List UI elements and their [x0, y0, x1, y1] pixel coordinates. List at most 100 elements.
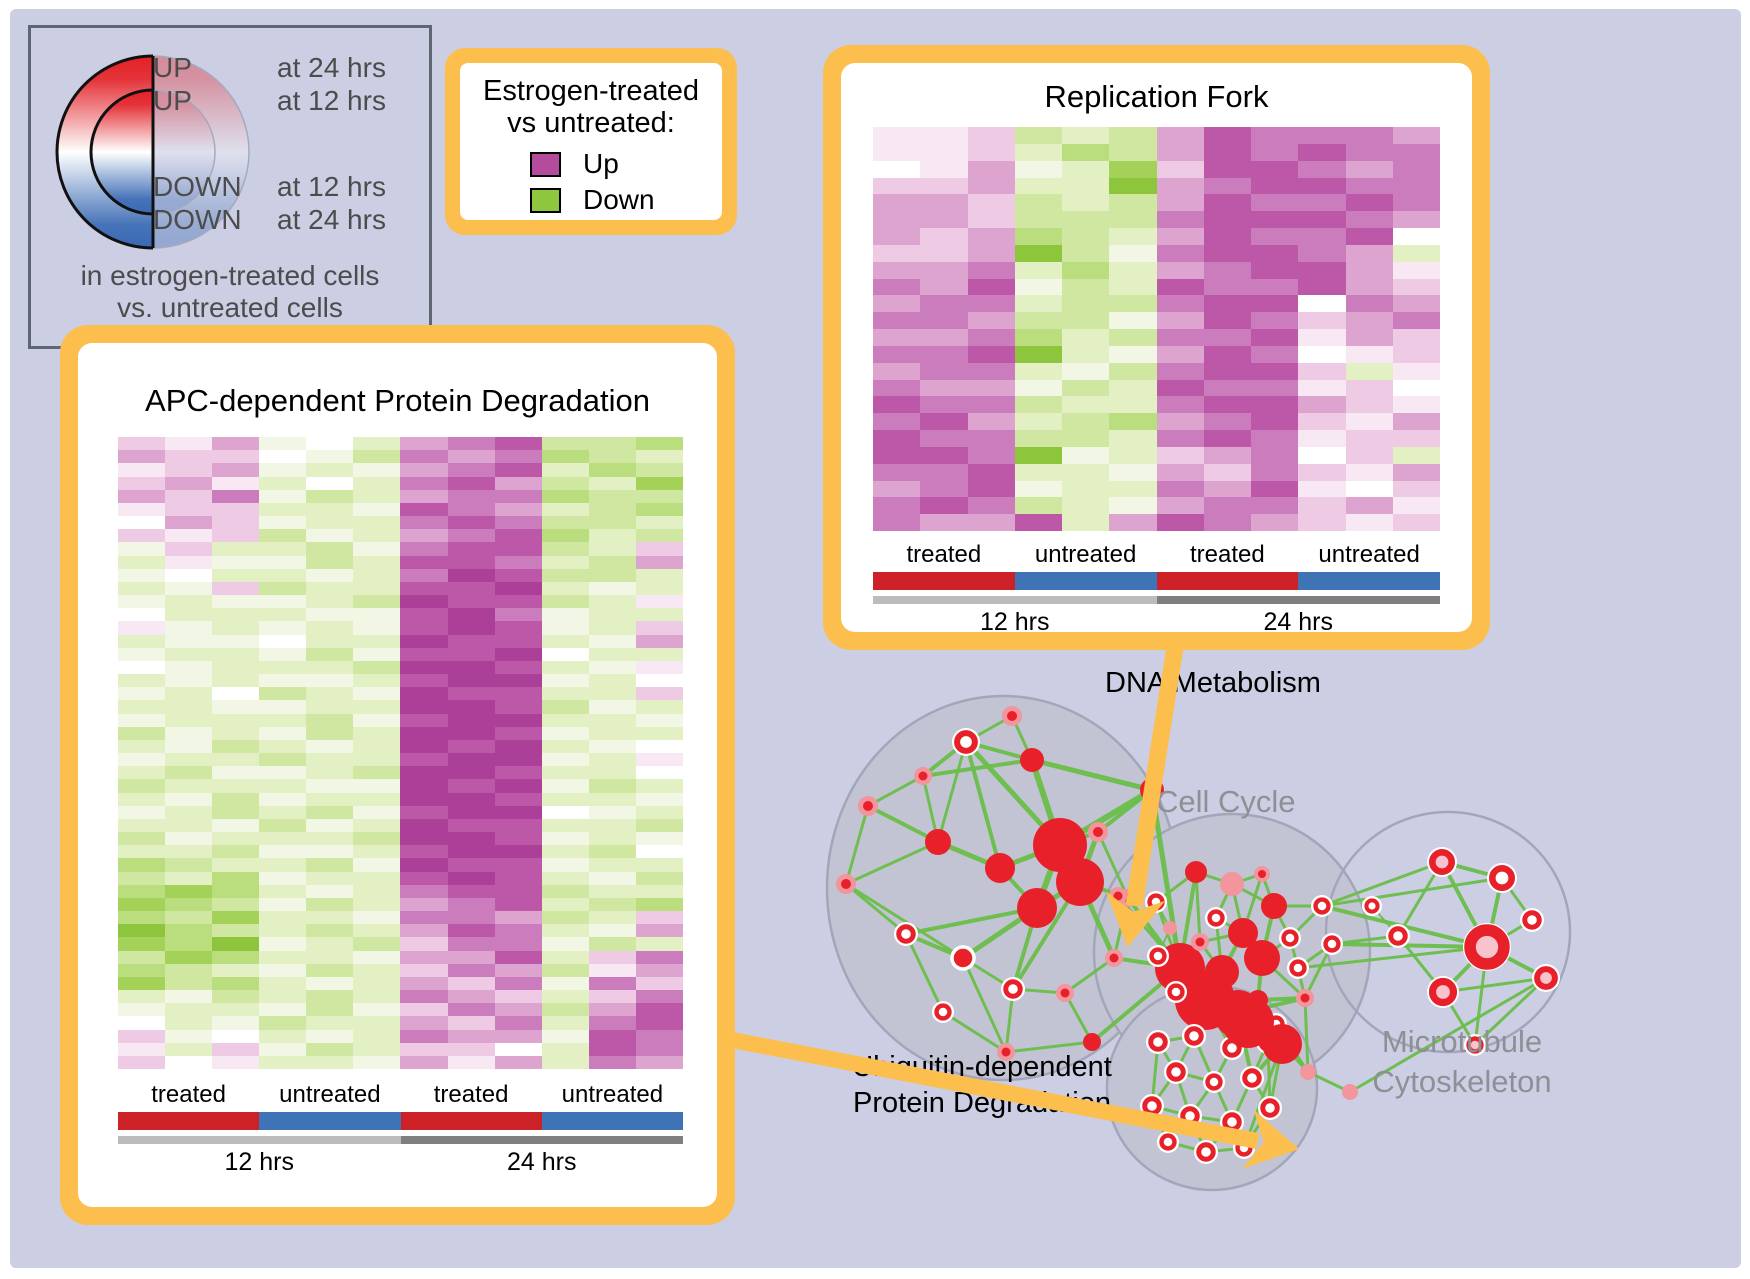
heatmap-cell: [306, 858, 354, 872]
heatmap-cell: [494, 739, 542, 753]
heatmap-cell: [541, 634, 589, 648]
heatmap-cell: [635, 753, 683, 767]
heatmap-cell: [1345, 480, 1393, 498]
heatmap-cell: [1345, 160, 1393, 178]
heatmap-cell: [1014, 446, 1062, 464]
time-label: 24 hrs: [507, 1148, 577, 1176]
heatmap-cell: [165, 924, 213, 938]
heatmap-cell: [1014, 143, 1062, 161]
network-edge: [1096, 830, 1130, 900]
heatmap-cell: [1156, 127, 1204, 144]
network-edge: [844, 882, 908, 936]
heatmap-cell: [306, 476, 354, 490]
heatmap-cell: [1251, 228, 1299, 245]
time-labels-row: 12 hrs 24 hrs: [873, 608, 1440, 637]
heatmap-cell: [967, 430, 1015, 447]
heatmap-cell: [1203, 211, 1251, 228]
heatmap-cell: [1109, 362, 1157, 380]
repfork-panel-inner: Replication Fork treated untreated treated…: [841, 63, 1472, 636]
heatmap-cell: [165, 660, 213, 674]
heatmap-cell: [353, 713, 401, 727]
heatmap-cell: [541, 858, 589, 872]
heatmap-cell: [118, 1042, 166, 1056]
heatmap-cell: [353, 950, 401, 964]
heatmap-cell: [259, 489, 307, 503]
heatmap-cell: [1156, 463, 1204, 481]
heatmap-cell: [1014, 228, 1062, 245]
heatmap-cell: [306, 634, 354, 648]
heatmap-cell: [400, 502, 448, 516]
heatmap-cell: [118, 595, 166, 609]
heatmap-cell: [165, 1055, 213, 1069]
network-node: [1428, 977, 1458, 1007]
heatmap-cell: [1392, 194, 1440, 212]
heatmap-cell: [1014, 514, 1062, 531]
heatmap-cell: [400, 1016, 448, 1030]
heatmap-cell: [635, 687, 683, 701]
time-label: 24 hrs: [1263, 608, 1333, 636]
heatmap-cell: [212, 476, 260, 490]
heatmap-cell: [1392, 480, 1440, 498]
heatmap-cell: [494, 634, 542, 648]
heatmap-cell: [494, 581, 542, 595]
heatmap-cell: [353, 726, 401, 740]
heatmap-cell: [1109, 413, 1157, 430]
heatmap-cell: [1062, 446, 1110, 464]
heatmap-cell: [541, 529, 589, 543]
heatmap-cell: [1109, 143, 1157, 161]
heatmap-cell: [541, 937, 589, 951]
network-node: [1196, 1142, 1216, 1162]
heatmap-cell: [306, 660, 354, 674]
color-key-inner: Estrogen-treated vs untreated: Up Down: [460, 63, 722, 220]
heatmap-cell: [447, 437, 495, 451]
heatmap-cell: [1392, 430, 1440, 447]
heatmap-cell: [1345, 177, 1393, 195]
heatmap-cell: [1156, 143, 1204, 161]
heatmap-cell: [1298, 480, 1346, 498]
heatmap-cell: [212, 555, 260, 569]
heatmap-cell: [165, 897, 213, 911]
heatmap-cell: [259, 766, 307, 780]
heatmap-cell: [259, 687, 307, 701]
heatmap-cell: [967, 463, 1015, 481]
network-edge: [904, 906, 1039, 936]
heatmap-cell: [400, 674, 448, 688]
heatmap-cell: [259, 516, 307, 530]
heatmap-cell: [541, 660, 589, 674]
heatmap-cell: [1251, 278, 1299, 296]
heatmap-cell: [118, 463, 166, 477]
heatmap-cell: [118, 832, 166, 846]
heatmap-cell: [588, 1029, 636, 1043]
heatmap-cell: [306, 437, 354, 451]
heatmap-cell: [494, 568, 542, 582]
heatmap-cell: [306, 568, 354, 582]
heatmap-cell: [541, 555, 589, 569]
network-node: [1489, 865, 1515, 891]
heatmap-cell: [1298, 295, 1346, 313]
heatmap-cell: [494, 489, 542, 503]
heatmap-cell: [1345, 379, 1393, 397]
heatmap-cell: [1251, 143, 1299, 161]
heatmap-cell: [212, 621, 260, 635]
heatmap-cell: [1298, 278, 1346, 296]
heatmap-cell: [1251, 514, 1299, 531]
heatmap-cell: [635, 845, 683, 859]
heatmap-cell: [447, 700, 495, 714]
heatmap-cell: [494, 1029, 542, 1043]
heatmap-cell: [306, 1003, 354, 1017]
heatmap-cell: [494, 950, 542, 964]
network-node: [1262, 1024, 1302, 1064]
heatmap-cell: [1014, 413, 1062, 430]
heatmap-cell: [447, 845, 495, 859]
heatmap-cell: [353, 608, 401, 622]
heatmap-cell: [1109, 514, 1157, 531]
network-node: [1300, 1064, 1316, 1080]
heatmap-cell: [306, 581, 354, 595]
network-edge: [936, 740, 968, 844]
heatmap-cell: [1203, 345, 1251, 363]
heatmap-cell: [165, 700, 213, 714]
heatmap-cell: [1109, 278, 1157, 296]
heatmap-cell: [1203, 329, 1251, 346]
network-node: [1149, 947, 1167, 965]
heatmap-cell: [353, 674, 401, 688]
